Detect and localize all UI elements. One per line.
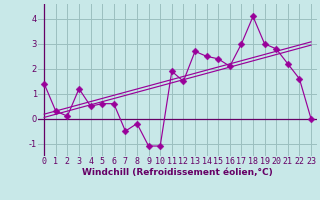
X-axis label: Windchill (Refroidissement éolien,°C): Windchill (Refroidissement éolien,°C)	[82, 168, 273, 177]
